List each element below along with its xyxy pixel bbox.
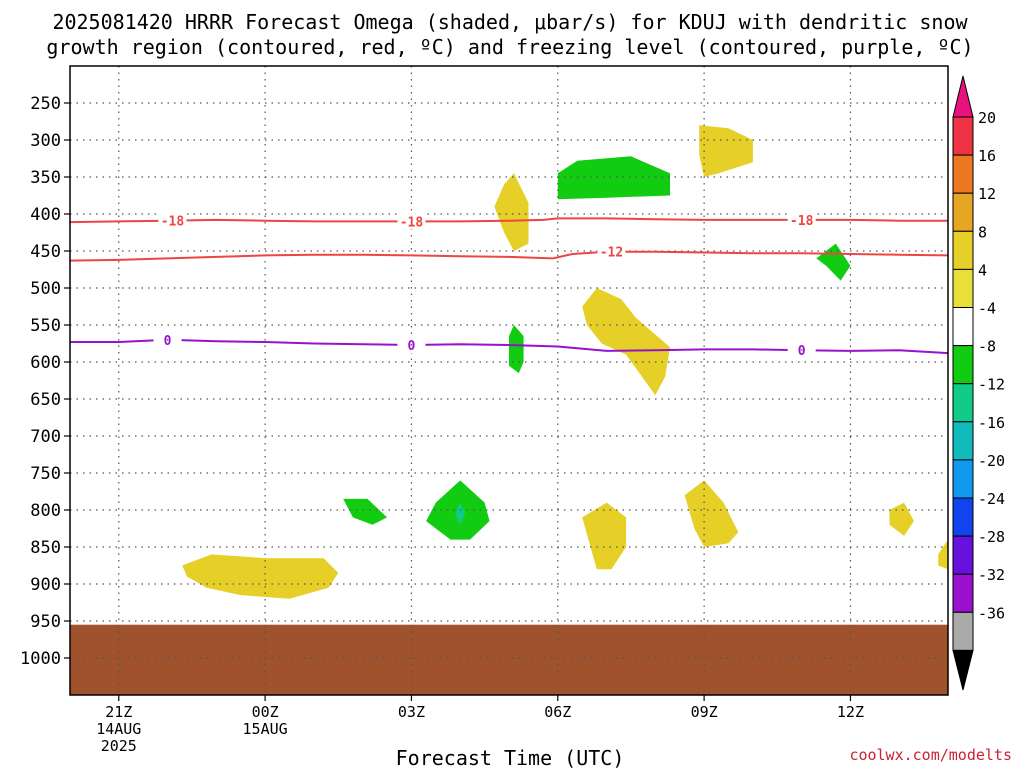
omega-region-10: [684, 480, 739, 547]
y-tick-label-600: 600: [30, 353, 61, 373]
colorbar-bin-10: [952, 497, 974, 537]
y-tick-label-700: 700: [30, 427, 61, 447]
y-tick-label-500: 500: [30, 279, 61, 299]
colorbar-bin-6: [952, 345, 974, 385]
omega-region-2: [699, 125, 753, 177]
y-tick-label-450: 450: [30, 242, 61, 262]
x-tick-label-6-0: 03Z: [398, 703, 425, 721]
colorbar-label-3: 8: [978, 223, 987, 241]
contour-label-0-0: -18: [161, 215, 185, 230]
x-axis-label: Forecast Time (UTC): [396, 746, 625, 768]
contour-label-0-1: -18: [400, 215, 424, 230]
colorbar-top-arrow: [952, 75, 974, 118]
contour-label-bg-1-0: [597, 243, 626, 260]
y-tick-label-650: 650: [30, 390, 61, 410]
omega-region-5: [509, 325, 524, 374]
x-tick-label-12-0: 09Z: [691, 703, 718, 721]
colorbar-bin-9: [952, 459, 974, 499]
y-tick-label-250: 250: [30, 94, 61, 114]
contour-label-bg-2-2: [787, 342, 816, 359]
colorbar-label-6: -8: [978, 338, 996, 356]
y-tick-label-750: 750: [30, 464, 61, 484]
contour-label-bg-0-0: [158, 212, 187, 229]
omega-region-6: [343, 498, 388, 525]
colorbar-bin-11: [952, 535, 974, 575]
colorbar-label-7: -12: [978, 376, 1005, 394]
plot-frame: [69, 65, 949, 696]
x-tick-label-0-0: 21Z: [105, 703, 132, 721]
pressure-axis: 250 300 350 400 450 500 550 600 650 700 750 800 850 9…: [20, 94, 70, 669]
colorbar-label-2: 12: [978, 185, 996, 203]
colorbar-bin-4: [952, 268, 974, 308]
y-tick-label-300: 300: [30, 131, 61, 151]
contour-label-2-1: 0: [408, 339, 416, 354]
x-tick-label-0-1: 14AUG: [96, 720, 141, 738]
y-tick-label-400: 400: [30, 205, 61, 225]
colorbar-label-10: -24: [978, 490, 1005, 508]
colorbar-bin-2: [952, 192, 974, 232]
y-tick-label-950: 950: [30, 612, 61, 632]
colorbar-bin-7: [952, 383, 974, 423]
colorbar-label-12: -32: [978, 566, 1005, 584]
omega-shading: [70, 125, 948, 695]
y-tick-label-900: 900: [30, 575, 61, 595]
ground-shading: [70, 624, 948, 695]
colorbar-bin-3: [952, 230, 974, 270]
colorbar-bin-0: [952, 116, 974, 156]
omega-region-8: [455, 502, 466, 525]
x-tick-label-9-0: 06Z: [544, 703, 571, 721]
y-tick-label-350: 350: [30, 168, 61, 188]
omega-region-1: [557, 156, 670, 200]
contour-label-1-0: -12: [600, 246, 623, 261]
colorbar-bin-5: [952, 307, 974, 347]
x-tick-label-15-0: 12Z: [837, 703, 864, 721]
omega-region-11: [889, 502, 914, 536]
colorbar-bottom-arrow: [952, 649, 974, 691]
contour-label-bg-0-1: [397, 213, 426, 230]
contour-line-1: [69, 250, 949, 262]
colorbar-bin-12: [952, 573, 974, 613]
omega-region-9: [582, 502, 627, 570]
credit-text: coolwx.com/modelts: [849, 746, 1012, 764]
colorbar-label-4: 4: [978, 261, 987, 279]
omega-region-4: [582, 288, 670, 396]
colorbar-label-5: -4: [978, 300, 996, 318]
omega-region-12: [938, 539, 948, 570]
plot-gridlines: [70, 66, 948, 695]
y-tick-label-550: 550: [30, 316, 61, 336]
contour-label-2-0: 0: [164, 334, 172, 349]
x-tick-label-0-2: 2025: [101, 737, 137, 755]
contour-label-bg-0-2: [787, 211, 816, 228]
colorbar-bin-1: [952, 154, 974, 194]
chart-title-line-2: growth region (contoured, red, ºC) and f…: [46, 35, 973, 59]
x-tick-label-3-0: 00Z: [252, 703, 279, 721]
chart-title-line-1: 2025081420 HRRR Forecast Omega (shaded, …: [52, 10, 968, 34]
temperature-contours: -18 -18 -18 -12 0 0 0: [69, 211, 949, 359]
colorbar-bin-8: [952, 421, 974, 461]
colorbar-bin-13: [952, 611, 974, 651]
colorbar-label-1: 16: [978, 147, 996, 165]
omega-region-0: [494, 173, 529, 251]
colorbar-label-11: -28: [978, 528, 1005, 546]
contour-label-bg-2-0: [153, 331, 182, 348]
colorbar-label-9: -20: [978, 452, 1005, 470]
contour-label-bg-2-1: [397, 336, 426, 353]
omega-region-13: [182, 554, 339, 599]
omega-colorbar: 20 16 12 8 4 -4 -8 -12 -16 -20 -24 -28 -32 -36: [952, 75, 1005, 691]
colorbar-label-0: 20: [978, 109, 996, 127]
y-tick-label-800: 800: [30, 501, 61, 521]
x-tick-label-3-1: 15AUG: [243, 720, 288, 738]
colorbar-label-8: -16: [978, 414, 1005, 432]
omega-region-3: [816, 243, 851, 281]
y-tick-label-1000: 1000: [20, 649, 61, 669]
colorbar-label-13: -36: [978, 604, 1005, 622]
contour-label-2-2: 0: [798, 344, 806, 359]
contour-label-0-2: -18: [790, 214, 814, 229]
y-tick-label-850: 850: [30, 538, 61, 558]
